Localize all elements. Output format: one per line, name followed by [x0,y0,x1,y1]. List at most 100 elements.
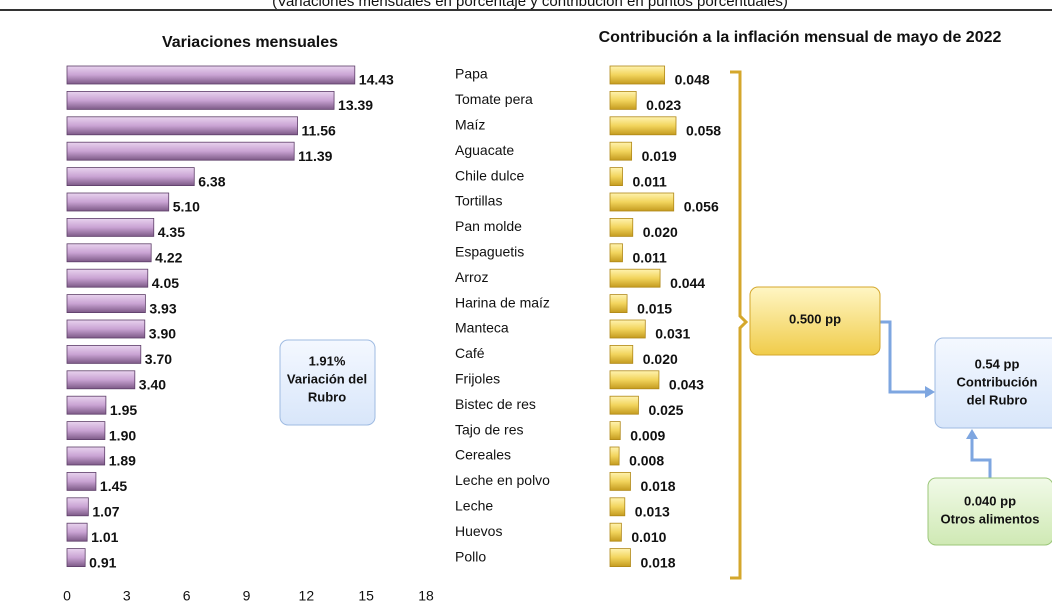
value-label: 0.018 [640,478,675,494]
category-label: Espaguetis [455,244,524,260]
value-label: 3.40 [139,377,166,393]
value-label: 4.35 [158,224,185,240]
bracket [730,70,749,580]
bar [609,243,623,263]
bar [609,471,631,491]
annotation: del Rubro [967,392,1028,407]
value-label: 4.05 [152,275,179,291]
bar [609,395,639,415]
bar [66,91,335,110]
x-tick-label: 6 [183,588,191,604]
bar [66,268,149,288]
subtitle: (Variaciones mensuales en porcentaje y c… [272,0,788,10]
value-label: 0.010 [631,529,666,545]
category-label: Arroz [455,269,488,285]
value-label: 0.019 [642,148,677,164]
bar [66,243,152,263]
category-label: Bistec de res [455,396,536,412]
value-label: 0.011 [633,173,667,189]
bar [66,116,298,136]
category-label: Frijoles [455,371,500,387]
x-tick-label: 3 [123,588,131,604]
bar [66,370,136,390]
annotation: Otros alimentos [941,511,1040,526]
value-label: 4.22 [155,250,182,266]
value-label: 0.91 [89,554,116,570]
value-label: 0.056 [684,199,719,215]
other-box [927,477,1052,546]
bar [609,548,631,567]
category-label: Café [455,345,485,361]
value-label: 1.07 [92,504,119,520]
bar [66,548,86,567]
right-title: Contribución a la inflación mensual de m… [599,29,1002,46]
value-label: 0.009 [630,427,665,443]
value-label: 1.90 [109,427,136,443]
bar [609,446,620,466]
annotation: 0.54 pp [975,356,1020,371]
x-tick-label: 15 [358,588,374,604]
bar [66,446,106,466]
bar [609,192,675,212]
arrow-head [925,386,935,398]
bar [66,421,106,441]
bar [66,344,142,364]
x-tick-label: 18 [418,588,434,604]
annotation: Contribución [957,374,1038,389]
x-tick-label: 9 [243,588,251,604]
bar [66,497,89,517]
bar [66,522,88,542]
annotation: Variación del [287,371,367,386]
bar [609,344,634,364]
bar [66,167,195,187]
bar [609,91,637,110]
bar [609,421,621,441]
bar [66,141,295,161]
bar [609,294,628,314]
bar [609,319,646,339]
category-label: Papa [455,66,488,82]
category-label: Huevos [455,523,502,539]
category-label: Chile dulce [455,167,524,183]
category-label: Pollo [455,548,486,564]
bar [66,65,356,85]
category-label: Pan molde [455,218,522,234]
bar [66,217,155,237]
value-label: 0.020 [643,351,678,367]
bar [66,192,170,212]
bar [66,294,146,314]
bar [66,319,146,339]
category-label: Harina de maíz [455,294,550,310]
annotation: Rubro [308,389,346,404]
annotation: 0.040 pp [964,493,1016,508]
bar [66,395,107,415]
bar [609,217,634,237]
category-label: Tomate pera [455,91,533,107]
value-label: 3.70 [145,351,172,367]
value-label: 5.10 [173,199,200,215]
bar [609,268,661,288]
category-label: Aguacate [455,142,514,158]
bar [609,141,633,161]
left-title: Variaciones mensuales [162,34,338,51]
value-label: 11.39 [298,148,332,164]
value-label: 0.025 [648,402,683,418]
category-label: Manteca [455,320,509,336]
value-label: 0.048 [675,72,710,88]
value-label: 0.015 [637,300,672,316]
category-label: Leche [455,498,493,514]
value-label: 0.031 [655,326,690,342]
category-label: Leche en polvo [455,472,550,488]
x-tick-label: 12 [299,588,315,604]
category-label: Tortillas [455,193,502,209]
bar [66,471,97,491]
value-label: 0.020 [643,224,678,240]
value-label: 11.56 [302,123,336,139]
value-label: 14.43 [359,72,394,88]
sum-box [749,286,881,356]
value-label: 13.39 [338,97,373,113]
value-label: 0.011 [633,250,667,266]
bar [609,116,677,136]
bar [609,497,626,517]
